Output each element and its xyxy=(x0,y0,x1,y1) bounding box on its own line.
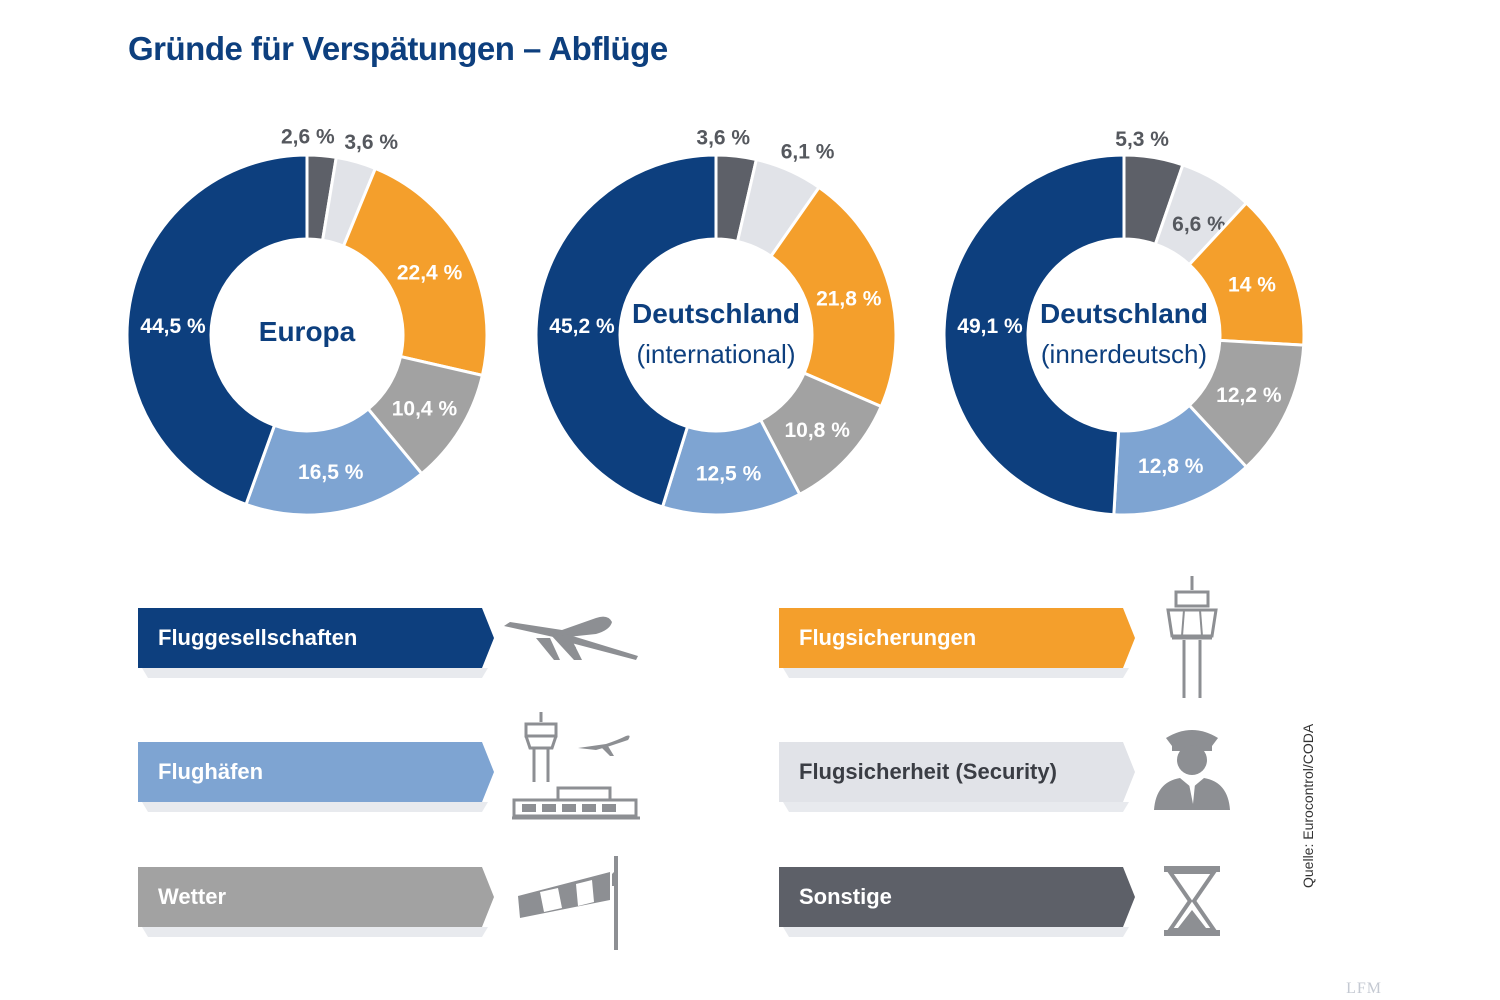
slice-label: 5,3 % xyxy=(1115,128,1169,151)
slice-label: 3,6 % xyxy=(344,131,398,154)
legend-color-banner xyxy=(138,867,494,927)
legend-item-fluggesellschaften: Fluggesellschaften xyxy=(138,608,498,678)
donut-center-title: Deutschland xyxy=(1040,298,1208,329)
legend-item-wetter: Wetter xyxy=(138,867,498,937)
hourglass-icon xyxy=(1164,866,1220,936)
slice-label: 12,5 % xyxy=(696,462,762,485)
donut-charts: 2,6 % 3,6 % 22,4 % 10,4 % 16,5 % 44,5 % Europa… xyxy=(125,126,1306,517)
legend-label: Flugsicherheit (Security) xyxy=(799,759,1057,784)
slice-label: 10,8 % xyxy=(784,419,850,442)
legend-color-banner xyxy=(779,867,1135,927)
donut-center-subtitle: (innerdeutsch) xyxy=(1041,339,1207,369)
donut-slice xyxy=(768,185,898,409)
slice-label: 49,1 % xyxy=(957,315,1023,338)
slice-label: 12,8 % xyxy=(1138,455,1204,478)
slice-label: 10,4 % xyxy=(392,397,458,420)
legend-item-flughaefen: Flughäfen xyxy=(138,742,498,812)
slice-label: 6,1 % xyxy=(781,141,835,164)
legend-item-sonstige: Sonstige xyxy=(779,867,1139,937)
chart-title: Gründe für Verspätungen – Abflüge xyxy=(128,30,668,67)
slice-label: 22,4 % xyxy=(397,262,463,285)
slice-label: 6,6 % xyxy=(1172,213,1226,236)
legend-label: Flugsicherungen xyxy=(799,625,977,650)
donut-center-title: Europa xyxy=(259,316,356,347)
legend-item-flugsicherheit: Flugsicherheit (Security) xyxy=(779,742,1139,812)
donut-slice xyxy=(942,153,1126,517)
slice-label: 16,5 % xyxy=(298,461,364,484)
airport-icon xyxy=(512,712,640,820)
donut-slice xyxy=(341,166,489,378)
legend-item-flugsicherungen: Flugsicherungen xyxy=(779,608,1139,678)
security-officer-icon xyxy=(1154,730,1230,810)
legend-banner-shadow xyxy=(142,668,488,678)
slice-label: 45,2 % xyxy=(549,315,615,338)
slice-label: 14 % xyxy=(1228,273,1276,296)
legend-label: Wetter xyxy=(158,884,227,909)
legend-color-banner xyxy=(779,608,1135,668)
legend-banner-shadow xyxy=(783,668,1129,678)
source-note: Quelle: Eurocontrol/CODA xyxy=(1300,723,1316,888)
donut-center-title: Deutschland xyxy=(632,298,800,329)
slice-label: 3,6 % xyxy=(696,126,750,149)
donut-slice xyxy=(125,153,309,507)
legend-color-banner xyxy=(138,742,494,802)
donut-center-subtitle: (international) xyxy=(637,339,796,369)
watermark: LFM xyxy=(1346,980,1382,997)
legend-banner-shadow xyxy=(142,802,488,812)
slice-label: 21,8 % xyxy=(816,287,882,310)
legend-label: Fluggesellschaften xyxy=(158,625,358,650)
control-tower-icon xyxy=(1166,576,1218,698)
legend-color-banner xyxy=(779,742,1135,802)
airplane-icon xyxy=(504,616,638,660)
slice-label: 44,5 % xyxy=(140,315,206,338)
donut-slice xyxy=(534,153,718,509)
legend-banner-shadow xyxy=(142,927,488,937)
legend-label: Sonstige xyxy=(799,884,892,909)
legend-banner-shadow xyxy=(783,927,1129,937)
slice-label: 2,6 % xyxy=(281,126,335,149)
legend-banner-shadow xyxy=(783,802,1129,812)
slice-label: 12,2 % xyxy=(1216,384,1282,407)
legend-label: Flughäfen xyxy=(158,759,264,784)
legend-color-banner xyxy=(138,608,494,668)
windsock-icon xyxy=(518,856,618,950)
